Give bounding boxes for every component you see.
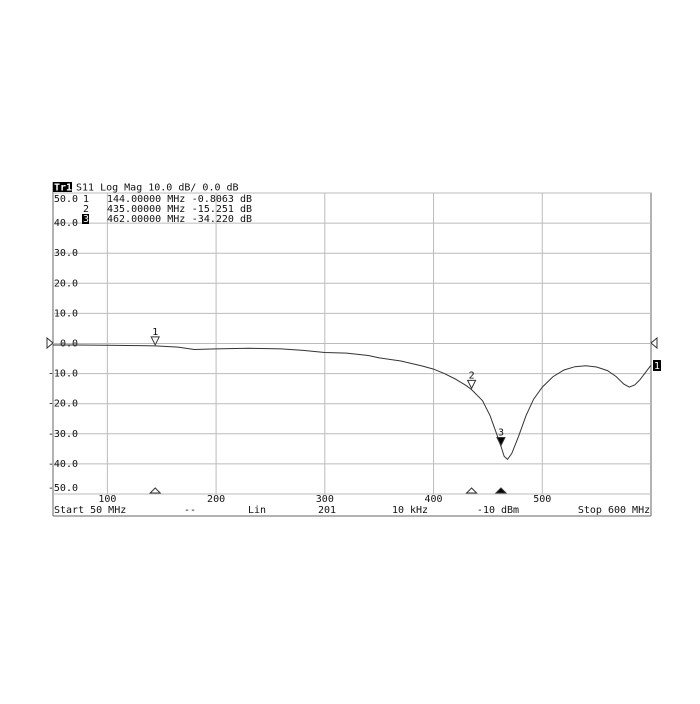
x-tick-label: 100 [98,494,116,505]
marker-value: -0.8063 dB [192,194,252,205]
y-tick-label: 40.0 [54,218,78,229]
status-field: 201 [318,505,336,516]
status-field: Stop 600 MHz [578,505,650,516]
marker-id: 3 [83,214,89,225]
marker-triangle [466,379,477,390]
trace-label: Tr1 [54,183,72,194]
trace-line [53,344,652,461]
marker-id: 2 [83,204,89,215]
marker-frequency: 462.00000 MHz [107,214,185,225]
reference-arrow-right [650,336,658,350]
marker-id-box [82,214,89,224]
marker-position [148,487,162,494]
status-field: Lin [248,505,266,516]
status-field: 10 kHz [392,505,428,516]
x-tick-label: 300 [316,494,334,505]
y-tick-label: 50.0 [54,194,78,205]
trace-number-box [653,360,661,371]
trace-badge [53,182,72,192]
y-tick-label: -20.0 [48,399,78,410]
y-tick-label: -30.0 [48,429,78,440]
marker-position [465,487,478,494]
y-tick-label: 0.0 [60,339,78,350]
marker-value: -15.251 dB [192,204,252,215]
y-tick-label: -10.0 [48,369,78,380]
marker-frequency: 435.00000 MHz [107,204,185,215]
reference-arrow-left [46,336,54,350]
y-tick-label: 10.0 [54,308,78,319]
x-tick-label: 500 [533,494,551,505]
x-tick-label: 200 [207,494,225,505]
trace-number: 1 [654,361,660,372]
status-field: -- [184,505,196,516]
y-tick-label: 30.0 [54,248,78,259]
status-field: Start 50 MHz [54,505,126,516]
marker-value: -34.220 dB [192,214,252,225]
marker-frequency: 144.00000 MHz [107,194,185,205]
marker-position [494,487,508,494]
status-field: -10 dBm [477,505,519,516]
y-tick-label: -40.0 [48,459,78,470]
marker-triangle [496,437,506,447]
marker-number: 2 [469,370,475,381]
y-tick-label: -50.0 [48,483,78,494]
y-tick-label: 20.0 [54,278,78,289]
marker-triangle [150,336,161,347]
x-tick-label: 400 [425,494,443,505]
marker-id: 1 [83,194,89,205]
marker-number: 1 [152,327,158,338]
chart-title: S11 Log Mag 10.0 dB/ 0.0 dB [76,183,239,194]
marker-number: 3 [498,428,504,439]
